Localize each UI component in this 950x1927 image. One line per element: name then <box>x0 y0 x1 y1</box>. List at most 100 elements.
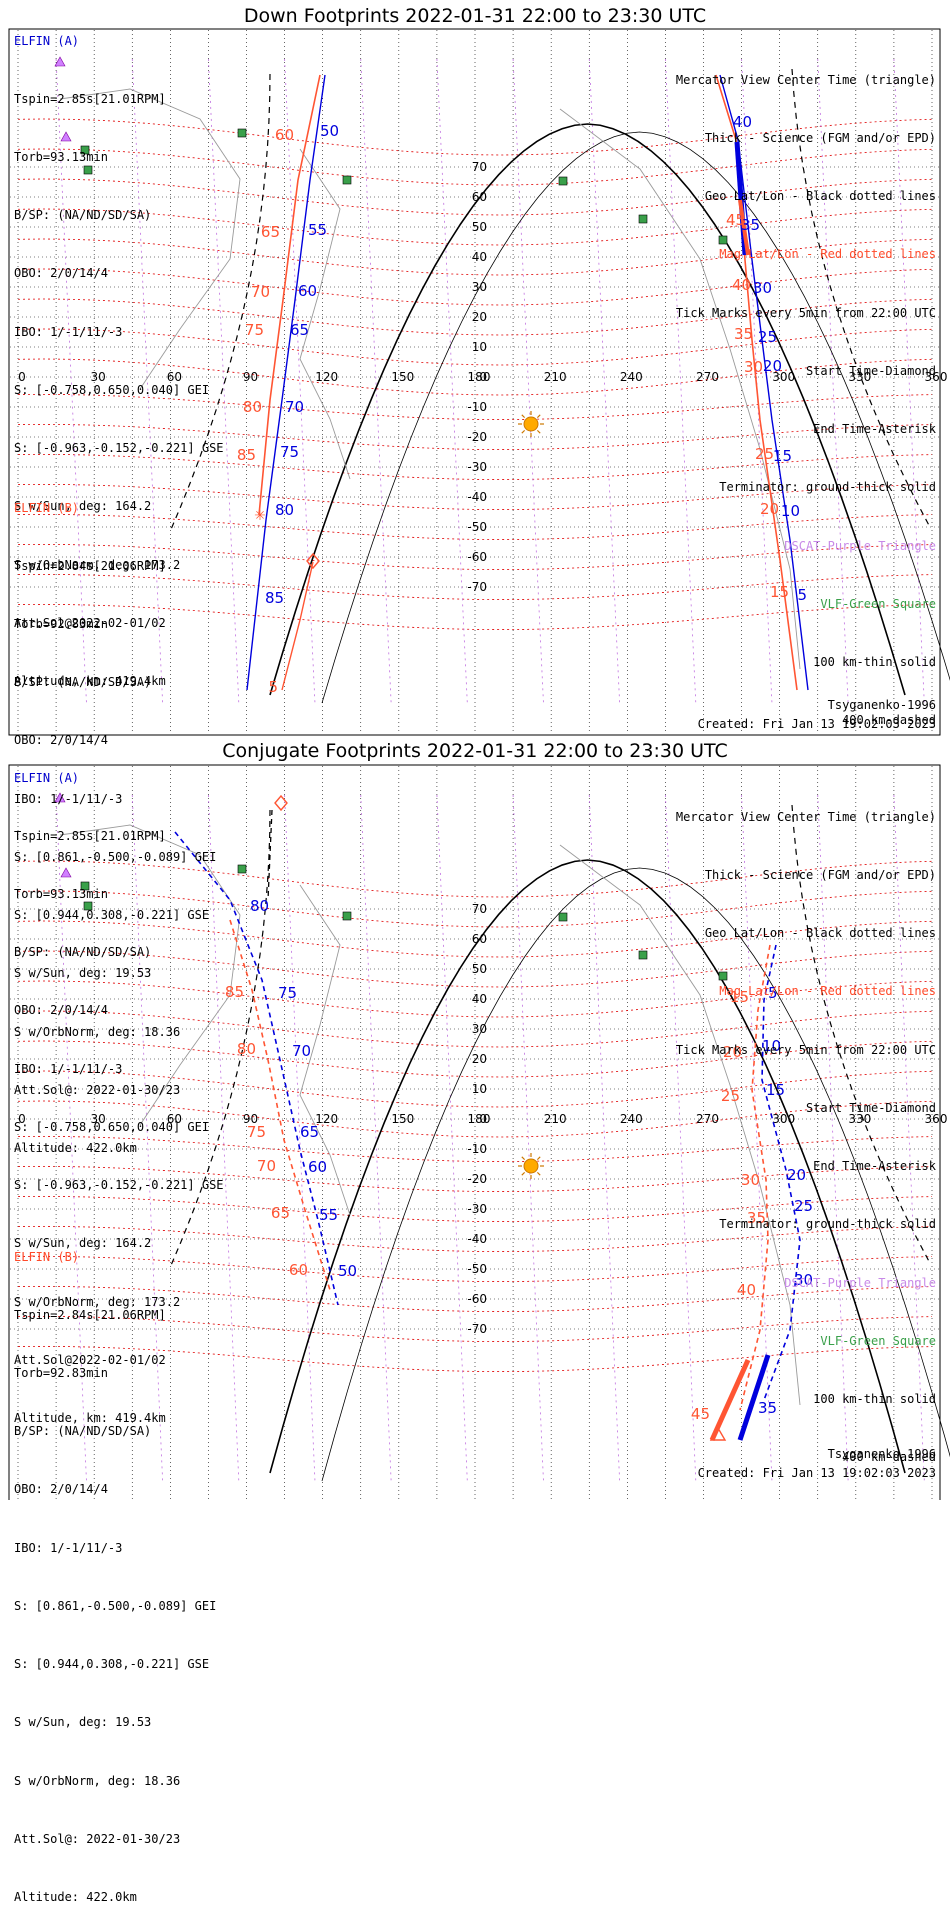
legend-item: Mag Lat/Lon - Red dotted lines <box>719 984 936 999</box>
elfin-b-tick-label: 70 <box>251 283 270 301</box>
info-line: S w/Sun, deg: 19.53 <box>14 1715 152 1730</box>
elfin-b-info: Tspin=2.84s[21.06RPM] Torb=92.83min B/SP… <box>14 518 216 1178</box>
info-line: S w/Sun, deg: 164.2 <box>14 1236 152 1251</box>
terminator-ground <box>269 123 906 696</box>
elfin-b-tick-label: 40 <box>737 1281 756 1299</box>
elfin-b-tick-label: 25 <box>721 1087 740 1105</box>
elfin-a-label: ELFIN (A) <box>14 771 80 785</box>
elfin-b-tick-label: 30 <box>744 358 763 376</box>
lon-tick-label: 210 <box>544 1112 567 1126</box>
lon-tick-label: 180 <box>468 370 491 384</box>
elfin-b-tick-label: 40 <box>732 276 751 294</box>
terminator-400km <box>267 809 273 901</box>
elfin-a-tick-label: 55 <box>319 1206 338 1224</box>
mag-lon-line <box>436 794 468 1484</box>
elfin-a-tick-label: 80 <box>275 501 294 519</box>
info-line: IBO: 1/-1/11/-3 <box>14 791 123 806</box>
lat-tick-label: 40 <box>472 250 487 264</box>
elfin-a-track <box>719 74 809 691</box>
mag-lon-line <box>284 794 316 1484</box>
coastline <box>299 884 351 1216</box>
dscat-triangle <box>54 56 66 67</box>
coastline <box>559 844 801 1406</box>
elfin-a-tick-label: 60 <box>298 282 317 300</box>
legend-item: 400 km-dashed <box>842 713 936 728</box>
elfin-a-tick-label: 10 <box>781 502 800 520</box>
info-line: Att.Sol@: 2022-01-30/23 <box>14 1082 181 1097</box>
elfin-a-tick-label: 20 <box>763 357 782 375</box>
panel-title-down: Down Footprints 2022-01-31 22:00 to 23:3… <box>243 5 707 27</box>
elfin-b-tick-label: 25 <box>755 445 774 463</box>
legend-item: Geo Lat/Lon - Black dotted lines <box>704 189 936 204</box>
vlf-square <box>718 971 728 981</box>
terminator-400km <box>170 73 271 531</box>
mag-lon-line <box>360 794 392 1484</box>
info-line: S: [0.944,0.308,-0.221] GSE <box>14 908 210 923</box>
elfin-b-tick-label: 80 <box>243 398 262 416</box>
info-line: S: [0.861,-0.500,-0.089] GEI <box>14 849 217 864</box>
legend-item: 100 km-thin solid <box>813 1392 936 1406</box>
terminator-400km <box>170 809 271 1267</box>
mag-lon-line <box>588 794 621 1484</box>
terminator-100km <box>321 131 950 704</box>
elfin-a-track <box>761 944 801 1401</box>
info-line: S: [-0.758,0.650,0.040] GEI <box>14 1119 210 1134</box>
lon-tick-label: 180 <box>468 1112 491 1126</box>
elfin-a-science-segment <box>737 1354 771 1441</box>
legend-item: Start Time-Diamond <box>805 363 936 378</box>
vlf-square <box>638 214 648 224</box>
sun-ray <box>536 1171 541 1176</box>
elfin-b-tick-label: 60 <box>275 126 294 144</box>
info-line: S w/OrbNorm, deg: 18.36 <box>14 1773 181 1788</box>
dscat-triangle <box>54 792 66 803</box>
lat-tick-label: 30 <box>472 1022 487 1036</box>
end-asterisk-marker: ✳ <box>254 508 266 524</box>
legend-item: VLF-Green Square <box>820 596 936 611</box>
legend-item: Mercator View Center Time (triangle) <box>675 72 936 87</box>
lat-tick-label: -30 <box>467 460 487 474</box>
sun-ray <box>536 429 541 434</box>
elfin-a-tick-label: 35 <box>758 1399 777 1417</box>
elfin-b-tick-label: 65 <box>271 1204 290 1222</box>
elfin-a-tick-label: 40 <box>733 113 752 131</box>
info-line: Tspin=2.84s[21.06RPM] <box>14 1307 166 1322</box>
model-name: Tsyganenko-1996 <box>827 698 936 712</box>
vlf-square <box>342 911 352 921</box>
elfin-b-tick-label: 35 <box>747 1209 766 1227</box>
elfin-a-tick-label: 30 <box>753 279 772 297</box>
elfin-b-label: ELFIN (B) <box>14 501 80 515</box>
lat-tick-label: 50 <box>472 962 487 976</box>
legend-item: Geo Lat/Lon - Black dotted lines <box>704 926 936 941</box>
lon-tick-label: 360 <box>925 1112 948 1126</box>
mag-lon-line <box>817 794 849 1484</box>
info-line: IBO: 1/-1/11/-3 <box>14 324 123 339</box>
elfin-b-tick-label: 15 <box>770 583 789 601</box>
lon-tick-label: 330 <box>848 1112 871 1126</box>
legend-item: Thick - Science (FGM and/or EPD) <box>704 868 936 883</box>
lat-tick-label: -50 <box>467 520 487 534</box>
info-line: B/SP: (NA/ND/SD/SA) <box>14 675 152 690</box>
info-line: Altitude, km: 419.4km <box>14 1411 166 1425</box>
elfin-b-track <box>229 919 331 1291</box>
mag-lon-line <box>436 58 468 706</box>
legend-item: DSCAT-Purple Triangle <box>784 1275 936 1290</box>
elfin-b-tick-label: 45 <box>691 1405 710 1423</box>
legend-item: Mercator View Center Time (triangle) <box>675 809 936 824</box>
legend-item: Thick - Science (FGM and/or EPD) <box>704 131 936 146</box>
info-line: S: [-0.758,0.650,0.040] GEI <box>14 382 210 397</box>
center-time-triangle <box>709 1426 727 1441</box>
elfin-b-tick-label: 85 <box>237 446 256 464</box>
elfin-a-tick-label: 30 <box>794 1271 813 1289</box>
elfin-a-tick-label: 35 <box>741 216 760 234</box>
coastline <box>559 108 801 670</box>
elfin-b-tick-label: 20 <box>760 500 779 518</box>
lat-tick-label: -10 <box>467 400 487 414</box>
info-line: Torb=92.83min <box>14 617 108 632</box>
sun-ray <box>521 414 526 419</box>
legend-item: 400 km-dashed <box>842 1450 936 1465</box>
dscat-triangle <box>60 867 72 878</box>
info-line: OBO: 2/0/14/4 <box>14 1003 108 1018</box>
lat-tick-label: 20 <box>472 1052 487 1066</box>
sun-icon <box>523 1158 539 1174</box>
elfin-a-tick-label: 75 <box>278 984 297 1002</box>
